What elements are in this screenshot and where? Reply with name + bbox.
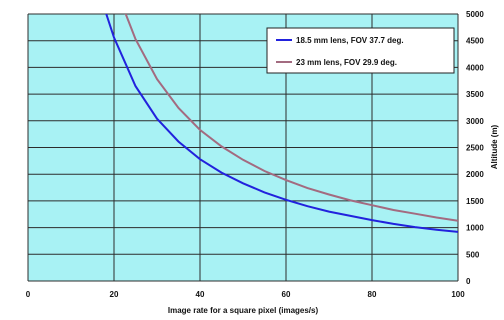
legend-label-23mm: 23 mm lens, FOV 29.9 deg. bbox=[296, 58, 397, 67]
x-tick-label: 0 bbox=[26, 290, 31, 299]
x-tick-label: 20 bbox=[110, 290, 119, 299]
series-line-18mm bbox=[105, 14, 458, 233]
y-tick-label: 1500 bbox=[466, 197, 484, 206]
x-tick-label: 100 bbox=[451, 290, 465, 299]
y-tick-label: 0 bbox=[466, 277, 471, 286]
y-tick-label: 1000 bbox=[466, 224, 484, 233]
x-tick-label: 80 bbox=[368, 290, 377, 299]
x-tick-label: 60 bbox=[282, 290, 291, 299]
series-line-23mm bbox=[124, 14, 458, 222]
y-tick-label: 4000 bbox=[466, 63, 484, 72]
y-tick-label: 500 bbox=[466, 250, 480, 259]
y-axis-title: Altitude (m) bbox=[490, 124, 499, 169]
y-tick-label: 5000 bbox=[466, 10, 484, 19]
legend-label-18mm: 18.5 mm lens, FOV 37.7 deg. bbox=[296, 36, 404, 45]
y-tick-label: 3500 bbox=[466, 90, 484, 99]
y-tick-label: 3000 bbox=[466, 117, 484, 126]
legend: 18.5 mm lens, FOV 37.7 deg. 23 mm lens, … bbox=[266, 27, 455, 74]
x-tick-label: 40 bbox=[196, 290, 205, 299]
series-lines bbox=[105, 14, 458, 233]
x-axis-title: Image rate for a square pixel (images/s) bbox=[168, 306, 319, 315]
y-tick-label: 2000 bbox=[466, 170, 484, 179]
legend-box bbox=[266, 27, 455, 74]
tick-labels: 0 20 40 60 80 1000500100015002000250030003500… bbox=[26, 10, 485, 299]
y-tick-label: 4500 bbox=[466, 37, 484, 46]
y-tick-label: 2500 bbox=[466, 144, 484, 153]
